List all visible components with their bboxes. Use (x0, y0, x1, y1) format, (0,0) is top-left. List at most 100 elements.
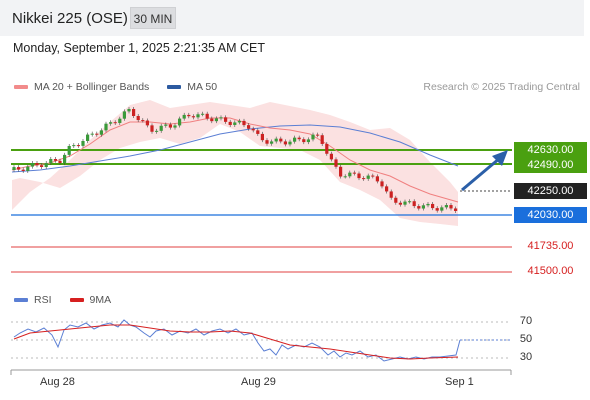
resistance-1-tag: 42490.00 (514, 157, 587, 173)
candle-body (35, 163, 39, 166)
rsi-panel: RSI 9MA 70 50 30 (0, 285, 590, 375)
x-axis (10, 369, 512, 375)
candle-body (228, 121, 232, 125)
rsi-chart (11, 319, 510, 362)
candle-body (136, 115, 140, 121)
candle-body (21, 169, 25, 171)
candle-body (260, 133, 264, 141)
candle-body (104, 123, 108, 131)
candle-body (187, 114, 191, 117)
candle-body (127, 108, 131, 112)
candle-body (283, 141, 287, 145)
candle-body (145, 120, 149, 126)
ma20-line (11, 117, 459, 203)
candle-body (109, 122, 113, 124)
x-label-aug29: Aug 29 (241, 376, 276, 388)
candle-body (421, 205, 425, 209)
ma20-swatch (14, 85, 28, 89)
resistance-2-tag: 42630.00 (514, 142, 587, 158)
candle-body (431, 203, 435, 209)
instrument-title: Nikkei 225 (OSE) (12, 10, 128, 27)
candle-body (26, 166, 30, 171)
candle-body (159, 125, 163, 131)
candle-body (339, 166, 343, 177)
support-3-label: 41500.00 (527, 265, 574, 277)
candle-body (403, 201, 407, 205)
candle-body (426, 203, 430, 206)
candle-body (279, 138, 283, 142)
candle-body (334, 159, 338, 167)
rsi-level-50: 50 (519, 333, 533, 345)
candle-body (210, 118, 214, 122)
rsi-ma-swatch (69, 298, 84, 302)
candle-body (99, 130, 103, 135)
support-2-label: 41735.00 (527, 240, 574, 252)
support-1-tag: 42030.00 (514, 207, 587, 223)
candle-body (380, 181, 384, 187)
price-legend: MA 20 + Bollinger Bands MA 50 (14, 81, 235, 93)
candle-body (214, 118, 218, 122)
candle-body (444, 205, 448, 208)
candle-body (251, 128, 255, 131)
candle-body (86, 134, 90, 142)
candle-body (224, 117, 228, 122)
last-price-tag: 42250.00 (514, 183, 587, 199)
candle-body (385, 186, 389, 192)
candle-body (168, 124, 172, 128)
candle-body (67, 146, 71, 155)
price-chart (11, 100, 512, 273)
candle-body (352, 172, 356, 174)
candle-body (178, 118, 182, 126)
candle-body (297, 137, 301, 140)
rsi-ma-line (13, 324, 459, 360)
research-credit: Research © 2025 Trading Central (423, 81, 580, 93)
candle-body (247, 125, 251, 129)
candle-body (58, 160, 62, 163)
candle-body (316, 134, 320, 136)
ma20-legend-label: MA 20 + Bollinger Bands (34, 81, 150, 93)
candle-body (440, 207, 444, 211)
ma50-swatch (167, 85, 182, 89)
forecast-arrow-head (492, 150, 508, 166)
candle-body (288, 141, 292, 145)
ma50-legend-label: MA 50 (187, 81, 218, 93)
candle-body (306, 139, 310, 143)
candle-body (375, 176, 379, 182)
candle-body (394, 197, 398, 203)
candle-body (389, 191, 393, 198)
x-label-sep1: Sep 1 (445, 376, 474, 388)
candle-body (132, 108, 136, 116)
candle-body (150, 125, 154, 132)
candle-body (173, 125, 177, 128)
candlesticks (12, 106, 458, 213)
candle-body (30, 163, 34, 167)
candle-body (40, 165, 44, 167)
candle-body (256, 130, 260, 134)
candle-body (63, 154, 67, 163)
candle-body (122, 111, 126, 119)
rsi-swatch (14, 298, 28, 302)
candle-body (233, 122, 237, 125)
candle-body (205, 113, 209, 119)
candle-body (191, 116, 195, 118)
ma50-line (11, 124, 459, 173)
candle-body (113, 122, 117, 124)
candle-body (118, 118, 122, 123)
candle-body (329, 153, 333, 160)
candle-body (72, 145, 76, 147)
rsi-legend: RSI 9MA (14, 294, 129, 306)
candle-body (81, 141, 85, 146)
candle-body (348, 172, 352, 177)
forecast-arrow (461, 156, 501, 192)
candle-body (76, 145, 80, 147)
candle-body (201, 113, 205, 115)
candle-body (371, 175, 375, 177)
rsi-level-70: 70 (519, 315, 533, 327)
chart-header: Nikkei 225 (OSE) 30 MIN (0, 0, 584, 36)
candle-body (141, 120, 145, 122)
interval-button[interactable]: 30 MIN (130, 7, 176, 29)
candle-body (12, 167, 16, 170)
candle-body (242, 120, 246, 126)
candle-body (293, 137, 297, 142)
candle-body (270, 141, 274, 144)
